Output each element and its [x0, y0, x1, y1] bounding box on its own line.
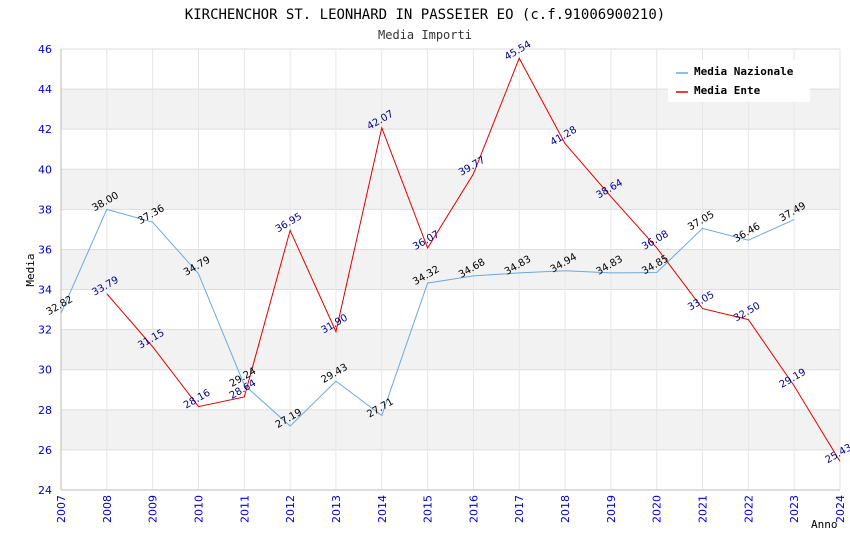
- band: [61, 329, 840, 370]
- legend-label-media-nazionale: Media Nazionale: [694, 65, 794, 78]
- x-tick-label: 2018: [559, 495, 572, 523]
- x-tick-label: 2008: [101, 495, 114, 523]
- y-tick-label: 36: [38, 243, 52, 256]
- band: [61, 129, 840, 170]
- band: [61, 209, 840, 250]
- plot-background-bands: [61, 49, 840, 490]
- x-tick-label: 2016: [467, 495, 480, 523]
- x-tick-label: 2009: [147, 495, 160, 523]
- y-tick-label: 30: [38, 364, 52, 377]
- y-tick-label: 24: [38, 484, 52, 497]
- gridlines: [60, 48, 841, 491]
- y-tick-label: 28: [38, 404, 52, 417]
- y-tick-labels: 24 26 28 30 32 34 36 38 40 42 44 46: [38, 43, 52, 497]
- x-axis-label: Anno: [811, 518, 838, 531]
- x-tick-labels: 2007 2008 2009 2010 2011 2012 2013 2014 2015 2016…: [55, 495, 847, 523]
- y-tick-label: 42: [38, 123, 52, 136]
- series-line-media-nazionale: [60, 208, 795, 427]
- series-lines: [60, 57, 841, 462]
- x-tick-label: 2020: [651, 495, 664, 523]
- x-tick-label: 2017: [513, 495, 526, 523]
- legend-label-media-ente: Media Ente: [694, 84, 761, 97]
- chart-subtitle: Media Importi: [378, 28, 472, 42]
- x-tick-label: 2015: [422, 495, 435, 523]
- band: [61, 249, 840, 290]
- band: [61, 169, 840, 210]
- y-axis-label: Media: [24, 253, 37, 286]
- legend-box: [668, 60, 810, 102]
- y-tick-label: 26: [38, 444, 52, 457]
- band: [61, 409, 840, 450]
- band: [61, 369, 840, 410]
- y-tick-label: 44: [38, 83, 52, 96]
- x-tick-label: 2007: [55, 495, 68, 523]
- series-line-media-ente: [106, 57, 841, 462]
- band: [61, 289, 840, 330]
- x-tick-label: 2011: [238, 495, 251, 523]
- x-tick-label: 2014: [376, 495, 389, 523]
- y-tick-label: 40: [38, 163, 52, 176]
- legend: Media Nazionale Media Ente: [668, 60, 810, 102]
- axes: [60, 49, 840, 491]
- x-tick-label: 2019: [605, 495, 618, 523]
- chart-title: KIRCHENCHOR ST. LEONHARD IN PASSEIER EO …: [185, 7, 665, 23]
- y-tick-label: 38: [38, 203, 52, 216]
- x-tick-label: 2024: [834, 495, 847, 523]
- x-tick-label: 2013: [330, 495, 343, 523]
- y-tick-label: 34: [38, 284, 52, 297]
- x-tick-label: 2010: [192, 495, 205, 523]
- band: [61, 449, 840, 490]
- x-tick-label: 2012: [284, 495, 297, 523]
- y-tick-label: 32: [38, 324, 52, 337]
- y-tick-label: 46: [38, 43, 52, 56]
- x-tick-label: 2022: [742, 495, 755, 523]
- x-tick-label: 2021: [697, 495, 710, 523]
- x-tick-label: 2023: [788, 495, 801, 523]
